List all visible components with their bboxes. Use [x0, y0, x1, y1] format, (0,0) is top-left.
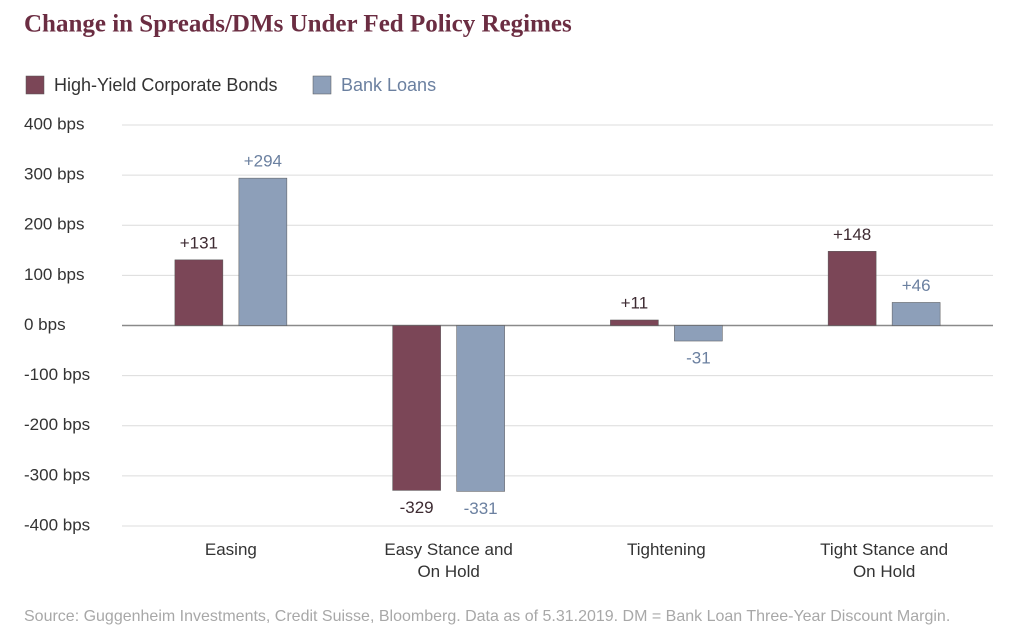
- value-label: +11: [621, 293, 649, 312]
- x-tick-label: Easing: [204, 540, 257, 559]
- y-tick-label: -200 bps: [24, 415, 90, 434]
- source-note: Source: Guggenheim Investments, Credit S…: [24, 608, 950, 625]
- legend-label: Bank Loans: [341, 75, 436, 95]
- value-label: -331: [464, 499, 498, 518]
- bar: [392, 325, 441, 491]
- bar: [238, 177, 288, 326]
- y-tick-label: 200 bps: [24, 215, 85, 234]
- value-label: -31: [686, 349, 711, 368]
- y-tick-label: -400 bps: [24, 515, 90, 534]
- x-tick-label: Easy Stance and On Hold: [384, 540, 513, 581]
- legend-swatch: [25, 75, 45, 95]
- bar: [174, 259, 224, 326]
- y-tick-label: 300 bps: [24, 165, 85, 184]
- y-tick-label: -300 bps: [24, 465, 90, 484]
- bar: [891, 302, 941, 326]
- bar: [827, 251, 877, 326]
- x-tick-label: Tight Stance and On Hold: [820, 540, 949, 581]
- y-tick-label: 400 bps: [24, 114, 85, 133]
- y-tick-label: 0 bps: [24, 315, 66, 334]
- legend-label: High-Yield Corporate Bonds: [54, 75, 277, 95]
- bar: [610, 319, 659, 326]
- bar: [456, 325, 505, 492]
- chart-title: Change in Spreads/DMs Under Fed Policy R…: [24, 11, 572, 38]
- value-label: +131: [180, 233, 218, 252]
- value-label: -329: [400, 498, 434, 517]
- value-label: +46: [902, 276, 931, 295]
- y-tick-label: -100 bps: [24, 365, 90, 384]
- value-label: +294: [244, 152, 282, 171]
- y-tick-label: 100 bps: [24, 265, 85, 284]
- bar: [674, 325, 723, 342]
- legend-swatch: [312, 75, 332, 95]
- value-label: +148: [833, 225, 871, 244]
- x-tick-label: Tightening: [626, 540, 706, 559]
